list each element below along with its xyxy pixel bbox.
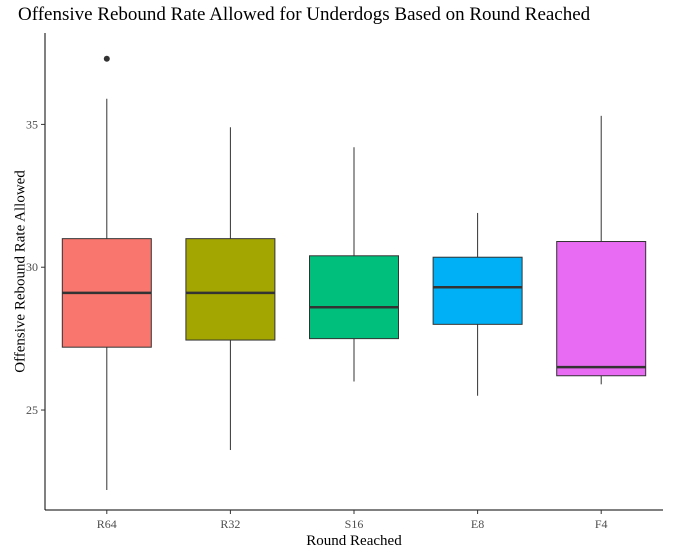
x-tick-label: S16 (345, 517, 364, 531)
y-tick-label: 25 (26, 403, 38, 417)
x-tick-label: E8 (471, 517, 484, 531)
outlier-point (103, 55, 110, 62)
x-axis-title: Round Reached (306, 533, 402, 549)
x-tick-label: R64 (97, 517, 117, 531)
y-tick-label: 35 (26, 117, 38, 131)
box-r64 (61, 55, 152, 491)
interquartile-box (309, 255, 399, 340)
chart-title: Offensive Rebound Rate Allowed for Under… (18, 4, 591, 25)
y-axis-ticks: 25 30 35 (26, 117, 45, 417)
x-axis-ticks: R64 R32 S16 E8 F4 (97, 510, 608, 531)
interquartile-box (432, 256, 523, 325)
y-tick-label: 30 (26, 260, 38, 274)
interquartile-box (185, 238, 276, 341)
box-s16 (309, 147, 399, 382)
plot-area (61, 55, 647, 491)
box-r32 (185, 127, 276, 451)
x-tick-label: F4 (595, 517, 608, 531)
interquartile-box (556, 241, 647, 377)
box-e8 (432, 212, 523, 396)
y-axis-title: Offensive Rebound Rate Allowed (12, 170, 28, 373)
x-tick-label: R32 (220, 517, 240, 531)
box-f4 (556, 115, 647, 385)
